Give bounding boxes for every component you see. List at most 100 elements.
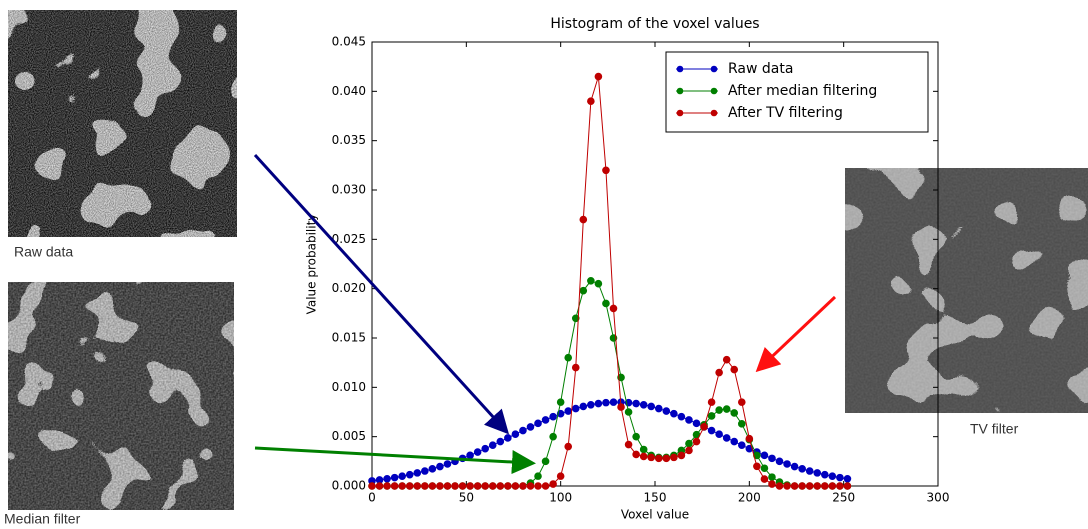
point [639,400,648,409]
point [602,398,610,407]
caption: Raw data [14,244,73,260]
point [624,408,633,416]
point [685,416,693,424]
legend-marker [710,109,718,117]
point [564,442,573,451]
point [421,467,429,475]
point [541,482,550,490]
point [556,472,565,480]
point [428,465,437,473]
point [579,402,588,411]
point [594,72,603,81]
point [375,482,384,490]
point [571,363,580,372]
median-image [8,282,234,510]
point [730,409,739,417]
x-tick-label: 250 [832,491,855,505]
point [443,460,452,468]
arrow [755,295,837,373]
point [413,469,422,477]
point [519,426,527,435]
point [602,166,610,175]
point [670,409,678,418]
point [805,482,814,490]
x-tick-label: 50 [459,491,474,505]
point [405,482,414,490]
point [722,355,731,364]
x-tick-label: 300 [927,491,950,505]
point [639,445,648,454]
legend-marker [676,109,684,117]
legend-marker [676,65,684,73]
point [805,467,814,475]
point [760,475,769,483]
point [715,406,723,414]
y-tick-label: 0.005 [332,429,366,443]
y-tick-label: 0.035 [332,133,366,147]
point [707,426,716,435]
point [737,398,746,406]
point [775,457,784,466]
point [534,482,542,490]
point [798,465,806,473]
y-tick-label: 0.040 [332,84,366,98]
point [579,286,588,295]
x-tick-label: 150 [644,491,667,505]
point [496,437,505,446]
point [481,444,490,453]
y-axis-label: Value probability [305,214,319,315]
point [692,437,701,446]
point [390,473,399,482]
legend-label: After TV filtering [728,105,843,121]
arrow [253,153,510,435]
plot: Histogram of the voxel values Voxel valu… [305,16,950,522]
point [632,432,640,441]
point [753,462,761,471]
point [647,453,656,462]
point [504,434,512,442]
point [390,482,399,490]
point [821,470,829,479]
point [556,398,565,406]
point [745,444,754,453]
point [654,404,663,413]
point [451,482,459,490]
point [745,434,754,443]
point [534,472,542,480]
point [670,453,678,462]
point [466,482,474,490]
point [737,420,746,428]
point [458,482,467,490]
series-line [372,280,848,487]
point [790,462,799,471]
x-tick-label: 0 [368,491,376,505]
point [700,423,708,431]
point [466,451,474,460]
point [768,480,776,488]
point [730,437,739,446]
point [715,430,723,439]
point [768,473,776,481]
point [549,432,557,441]
point [647,402,656,411]
arrows [253,153,837,475]
point [534,419,542,428]
point [488,441,497,449]
point [587,276,595,285]
point [790,482,799,490]
point [519,482,527,490]
point [436,462,444,471]
chart-title: Histogram of the voxel values [550,16,759,32]
point [526,423,535,431]
point [828,472,837,481]
point [383,474,391,483]
point [541,416,550,424]
point [473,448,482,456]
point [617,403,625,411]
point [775,482,784,490]
caption: Median filter [4,511,81,527]
point [504,482,512,490]
point [722,434,731,442]
point [481,482,490,490]
